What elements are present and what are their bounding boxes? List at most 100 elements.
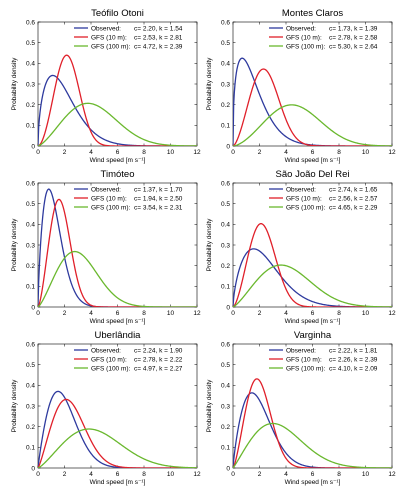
series-line: [38, 398, 197, 468]
y-tick-label: 0.2: [221, 102, 230, 109]
y-tick-label: 0: [226, 143, 230, 150]
x-tick-label: 12: [193, 471, 201, 478]
y-tick-label: 0: [226, 304, 230, 311]
y-tick-label: 0.5: [221, 362, 230, 369]
y-tick-label: 0.3: [26, 403, 35, 410]
legend-params: c= 2.78, k = 2.58: [329, 34, 378, 41]
chart-panel: Timóteo 0 2 4 6 8 10 12 0 0.1 0.2 0.3 0.4 0.5 0.6 Wind …: [11, 169, 201, 325]
x-tick-label: 0: [36, 471, 40, 478]
legend-params: c= 4.72, k = 2.39: [134, 43, 183, 50]
y-tick-label: 0.4: [26, 383, 35, 390]
chart-panel: São João Del Rei 0 2 4 6 8 10 12 0 0.1 0.2 0.3 0.4 0.…: [206, 169, 396, 325]
series-line: [38, 390, 197, 468]
y-tick-label: 0.4: [221, 61, 230, 68]
x-tick-label: 6: [311, 149, 315, 156]
x-tick-label: 8: [142, 471, 146, 478]
x-tick-label: 8: [337, 471, 341, 478]
x-tick-label: 0: [36, 310, 40, 317]
series-line: [233, 392, 392, 468]
x-tick-label: 10: [362, 471, 370, 478]
y-tick-label: 0: [226, 465, 230, 472]
series-line: [233, 223, 392, 307]
chart-title: São João Del Rei: [276, 169, 350, 180]
legend-params: c= 1.37, k = 1.70: [134, 186, 183, 193]
y-tick-label: 0.4: [26, 61, 35, 68]
y-tick-label: 0.6: [26, 341, 35, 348]
y-tick-label: 0.5: [26, 40, 35, 47]
legend-params: c= 5.30, k = 2.64: [329, 43, 378, 50]
legend-label: GFS (100 m):: [286, 204, 326, 211]
legend-params: c= 2.56, k = 2.57: [329, 195, 378, 202]
chart-title: Teófilo Otoni: [91, 8, 144, 19]
legend-label: GFS (100 m):: [91, 43, 131, 50]
legend-params: c= 1.94, k = 2.50: [134, 195, 183, 202]
legend-label: Observed:: [91, 186, 121, 193]
y-tick-label: 0.2: [221, 263, 230, 270]
y-tick-label: 0.4: [221, 222, 230, 229]
legend-label: Observed:: [91, 347, 121, 354]
legend-label: GFS (10 m):: [91, 195, 127, 202]
x-tick-label: 10: [362, 149, 370, 156]
chart-panel: Montes Claros 0 2 4 6 8 10 12 0 0.1 0.2 0.3 0.4 0.5 0.…: [206, 8, 396, 164]
x-axis-label: Wind speed [m s⁻¹]: [90, 479, 146, 486]
x-tick-label: 4: [89, 471, 93, 478]
y-axis-label: Probability density: [206, 57, 213, 110]
legend-label: GFS (10 m):: [286, 195, 322, 202]
y-axis-label: Probability density: [11, 218, 18, 271]
legend-label: Observed:: [286, 186, 316, 193]
y-tick-label: 0: [31, 465, 35, 472]
y-tick-label: 0.1: [221, 284, 230, 291]
y-tick-label: 0.3: [221, 403, 230, 410]
series-line: [233, 422, 392, 468]
x-tick-label: 2: [63, 471, 67, 478]
y-tick-label: 0.6: [221, 19, 230, 26]
y-tick-label: 0: [31, 304, 35, 311]
chart-title: Timóteo: [101, 169, 135, 180]
y-tick-label: 0.1: [221, 123, 230, 130]
y-tick-label: 0.6: [26, 19, 35, 26]
x-tick-label: 12: [388, 149, 396, 156]
x-tick-label: 10: [167, 471, 175, 478]
x-axis-label: Wind speed [m s⁻¹]: [90, 318, 146, 325]
x-tick-label: 8: [142, 149, 146, 156]
x-tick-label: 6: [116, 149, 120, 156]
series-line: [233, 104, 392, 146]
x-tick-label: 4: [89, 310, 93, 317]
x-tick-label: 2: [63, 310, 67, 317]
series-line: [233, 264, 392, 307]
y-tick-label: 0.2: [26, 102, 35, 109]
y-tick-label: 0.3: [221, 242, 230, 249]
legend-label: GFS (10 m):: [286, 356, 322, 363]
series-line: [38, 102, 197, 146]
y-axis-label: Probability density: [11, 379, 18, 432]
series-line: [233, 248, 392, 307]
legend-label: GFS (100 m):: [91, 365, 131, 372]
y-tick-label: 0.5: [221, 201, 230, 208]
legend-label: GFS (10 m):: [91, 34, 127, 41]
y-tick-label: 0: [31, 143, 35, 150]
legend-params: c= 4.65, k = 2.29: [329, 204, 378, 211]
x-tick-label: 10: [362, 310, 370, 317]
legend-params: c= 2.20, k = 1.54: [134, 25, 183, 32]
x-tick-label: 6: [311, 471, 315, 478]
legend-label: Observed:: [286, 347, 316, 354]
y-tick-label: 0.4: [221, 383, 230, 390]
y-tick-label: 0.4: [26, 222, 35, 229]
series-line: [38, 74, 197, 146]
x-tick-label: 4: [284, 471, 288, 478]
chart-title: Montes Claros: [282, 8, 343, 19]
series-line: [233, 57, 392, 146]
legend-params: c= 2.26, k = 2.39: [329, 356, 378, 363]
x-tick-label: 0: [36, 149, 40, 156]
x-tick-label: 10: [167, 149, 175, 156]
x-tick-label: 4: [284, 149, 288, 156]
legend-params: c= 2.24, k = 1.90: [134, 347, 183, 354]
y-tick-label: 0.3: [221, 81, 230, 88]
series-line: [233, 378, 392, 468]
y-tick-label: 0.3: [26, 81, 35, 88]
legend-label: GFS (100 m):: [286, 43, 326, 50]
y-tick-label: 0.6: [26, 180, 35, 187]
legend-params: c= 2.53, k = 2.81: [134, 34, 183, 41]
x-tick-label: 10: [167, 310, 175, 317]
y-axis-label: Probability density: [206, 379, 213, 432]
